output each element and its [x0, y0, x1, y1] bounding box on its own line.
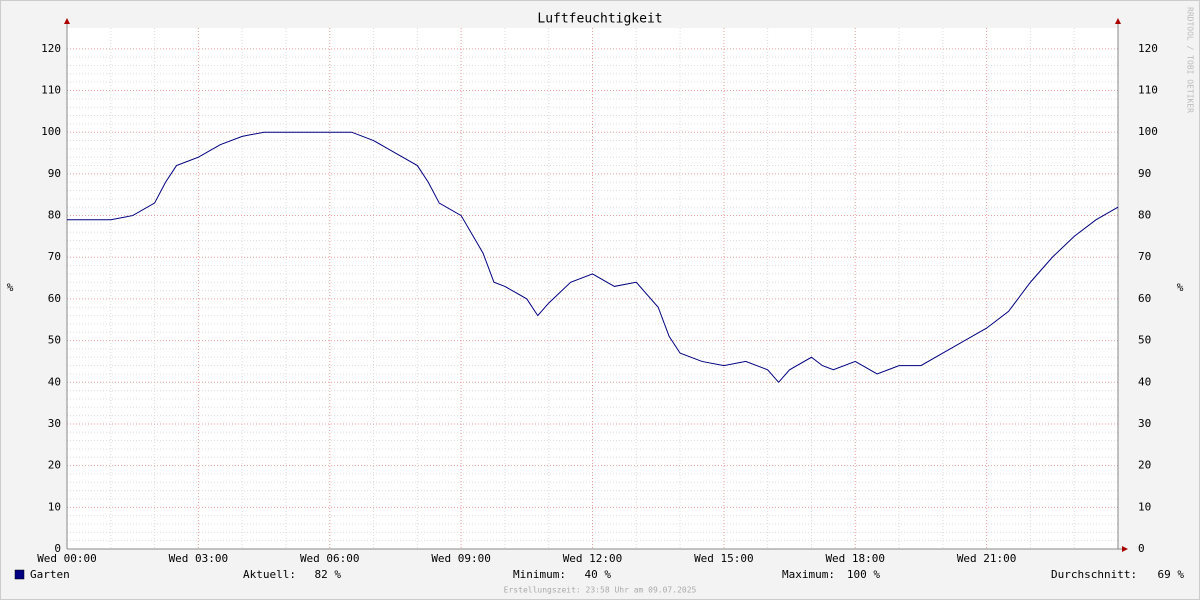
y2-tick-label: 30	[1138, 417, 1151, 430]
arrow	[64, 18, 70, 24]
y2-tick-label: 40	[1138, 375, 1151, 388]
x-tick-label: Wed 12:00	[563, 552, 623, 565]
stat-label: Aktuell:	[243, 568, 296, 581]
stat-value: 69 %	[1158, 568, 1185, 581]
stat-label: Durchschnitt:	[1051, 568, 1137, 581]
y2-axis-label: %	[1177, 281, 1184, 294]
x-tick-label: Wed 03:00	[169, 552, 229, 565]
arrow	[1115, 18, 1121, 24]
y-tick-label: 10	[48, 500, 61, 513]
stat-label: Minimum:	[513, 568, 566, 581]
y2-tick-label: 90	[1138, 167, 1151, 180]
watermark: RRDTOOL / TOBI OETIKER	[1186, 7, 1195, 113]
y-tick-label: 110	[41, 84, 61, 97]
y-tick-label: 100	[41, 125, 61, 138]
stat-label: Maximum:	[782, 568, 835, 581]
y2-tick-label: 110	[1138, 84, 1158, 97]
y2-tick-label: 50	[1138, 334, 1151, 347]
stat-value: 40 %	[585, 568, 612, 581]
y-tick-label: 20	[48, 459, 61, 472]
y2-tick-label: 80	[1138, 209, 1151, 222]
y-tick-label: 80	[48, 209, 61, 222]
x-tick-label: Wed 09:00	[431, 552, 491, 565]
y2-tick-label: 100	[1138, 125, 1158, 138]
y-tick-label: 50	[48, 334, 61, 347]
y-tick-label: 60	[48, 292, 61, 305]
legend-label: Garten	[30, 568, 70, 581]
y-tick-label: 70	[48, 250, 61, 263]
x-tick-label: Wed 18:00	[825, 552, 885, 565]
y2-tick-label: 70	[1138, 250, 1151, 263]
x-tick-label: Wed 00:00	[37, 552, 97, 565]
x-tick-label: Wed 15:00	[694, 552, 754, 565]
x-tick-label: Wed 21:00	[957, 552, 1017, 565]
y2-tick-label: 60	[1138, 292, 1151, 305]
arrow	[1122, 546, 1128, 552]
y2-tick-label: 120	[1138, 42, 1158, 55]
x-tick-label: Wed 06:00	[300, 552, 360, 565]
y-axis-label: %	[7, 281, 14, 294]
data-line	[67, 131, 1119, 384]
y2-tick-label: 0	[1138, 542, 1145, 555]
footnote: Erstellungszeit: 23:58 Uhr am 09.07.2025	[504, 586, 697, 595]
stat-value: 100 %	[847, 568, 880, 581]
chart-title: Luftfeuchtigkeit	[537, 12, 662, 27]
y2-tick-label: 10	[1138, 500, 1151, 513]
stat-value: 82 %	[315, 568, 342, 581]
y-tick-label: 90	[48, 167, 61, 180]
legend-swatch	[14, 569, 25, 580]
y-tick-label: 0	[54, 542, 61, 555]
y-tick-label: 120	[41, 42, 61, 55]
plot-area	[67, 28, 1118, 549]
y-tick-label: 30	[48, 417, 61, 430]
y2-tick-label: 20	[1138, 459, 1151, 472]
y-tick-label: 40	[48, 375, 61, 388]
